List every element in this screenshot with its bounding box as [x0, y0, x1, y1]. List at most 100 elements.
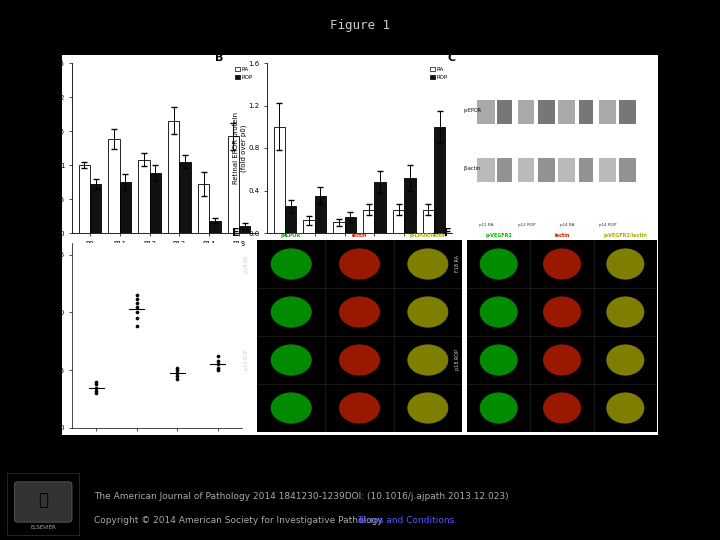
Bar — [315, 196, 326, 233]
Point — [171, 372, 183, 380]
FancyBboxPatch shape — [538, 100, 554, 124]
Point — [131, 302, 143, 311]
Bar — [363, 210, 374, 233]
Text: p14 RA: p14 RA — [560, 223, 575, 227]
Ellipse shape — [543, 393, 581, 423]
Text: p-LPOR/lectin: p-LPOR/lectin — [409, 233, 446, 238]
Point — [131, 299, 143, 307]
Bar — [434, 127, 446, 233]
Point — [171, 366, 183, 375]
Y-axis label: p-EPOR/β-Actin: p-EPOR/β-Actin — [46, 309, 52, 362]
Text: β-actin: β-actin — [464, 166, 481, 171]
Bar — [90, 184, 102, 233]
FancyBboxPatch shape — [558, 158, 575, 182]
Point — [212, 360, 223, 369]
Ellipse shape — [271, 296, 312, 328]
Bar — [423, 210, 434, 233]
Text: F: F — [444, 228, 451, 239]
Ellipse shape — [339, 296, 380, 328]
FancyBboxPatch shape — [619, 100, 636, 124]
Text: p-VEGFR2: p-VEGFR2 — [485, 233, 512, 238]
Bar — [210, 221, 220, 233]
Ellipse shape — [408, 248, 449, 280]
FancyBboxPatch shape — [497, 100, 512, 124]
FancyBboxPatch shape — [14, 482, 72, 522]
Bar — [120, 182, 131, 233]
Text: lectin: lectin — [352, 233, 367, 238]
Point — [91, 380, 102, 388]
Ellipse shape — [543, 248, 581, 280]
Ellipse shape — [480, 248, 518, 280]
Text: D: D — [4, 232, 13, 242]
Point — [171, 368, 183, 377]
Bar — [333, 222, 345, 233]
Point — [131, 291, 143, 299]
Bar — [198, 184, 210, 233]
Text: C: C — [447, 53, 455, 63]
Text: p12 ROP: p12 ROP — [518, 223, 536, 227]
Point — [131, 314, 143, 322]
Ellipse shape — [339, 345, 380, 376]
Ellipse shape — [271, 393, 312, 423]
Point — [212, 363, 223, 372]
Ellipse shape — [606, 345, 644, 376]
Point — [91, 389, 102, 397]
Bar — [138, 159, 150, 233]
Y-axis label: Retinal EPO protein
(fold over p0): Retinal EPO protein (fold over p0) — [38, 114, 52, 181]
Y-axis label: Retinal EPOR protein
(fold over p0): Retinal EPOR protein (fold over p0) — [233, 112, 247, 184]
Bar — [404, 178, 415, 233]
Ellipse shape — [271, 345, 312, 376]
Ellipse shape — [408, 345, 449, 376]
Point — [212, 356, 223, 365]
Text: The American Journal of Pathology 2014 1841230-1239DOI: (10.1016/j.ajpath.2013.1: The American Journal of Pathology 2014 1… — [94, 492, 508, 501]
Text: B: B — [215, 53, 224, 63]
Legend: RA, ROP: RA, ROP — [233, 66, 254, 81]
Point — [131, 308, 143, 316]
Ellipse shape — [606, 296, 644, 328]
Ellipse shape — [339, 393, 380, 423]
FancyBboxPatch shape — [619, 158, 636, 182]
Text: Copyright © 2014 American Society for Investigative Pathology: Copyright © 2014 American Society for In… — [94, 516, 388, 525]
Text: Figure 1: Figure 1 — [330, 19, 390, 32]
Text: Terms and Conditions: Terms and Conditions — [357, 516, 454, 525]
Ellipse shape — [480, 296, 518, 328]
Point — [171, 375, 183, 384]
Point — [91, 387, 102, 395]
Ellipse shape — [543, 345, 581, 376]
Text: E: E — [233, 228, 240, 239]
Text: 🌿: 🌿 — [38, 491, 48, 509]
Point — [212, 352, 223, 361]
Ellipse shape — [408, 296, 449, 328]
Ellipse shape — [606, 248, 644, 280]
FancyBboxPatch shape — [477, 158, 495, 182]
Bar — [168, 121, 179, 233]
Ellipse shape — [543, 296, 581, 328]
Legend: RA, ROP: RA, ROP — [428, 66, 449, 81]
Text: F18 RA: F18 RA — [455, 255, 460, 273]
Ellipse shape — [339, 248, 380, 280]
Bar — [239, 226, 251, 233]
Bar — [78, 165, 90, 233]
Ellipse shape — [606, 393, 644, 423]
Bar — [228, 137, 239, 233]
FancyBboxPatch shape — [538, 158, 554, 182]
Text: ELSEVIER: ELSEVIER — [30, 525, 56, 530]
FancyBboxPatch shape — [579, 100, 593, 124]
Point — [91, 377, 102, 386]
Text: p18 ROP: p18 ROP — [455, 349, 460, 370]
Point — [131, 294, 143, 303]
Point — [91, 383, 102, 392]
Point — [171, 363, 183, 372]
Text: p14 ROP: p14 ROP — [599, 223, 617, 227]
Text: p18 RA: p18 RA — [244, 255, 249, 273]
Point — [212, 366, 223, 375]
Bar — [345, 217, 356, 233]
Bar — [274, 127, 285, 233]
Text: p10 ROP: p10 ROP — [244, 349, 249, 370]
Bar — [303, 220, 315, 233]
Bar — [109, 139, 120, 233]
FancyBboxPatch shape — [477, 100, 495, 124]
Ellipse shape — [271, 248, 312, 280]
Text: p-VEGFR2/lectin: p-VEGFR2/lectin — [603, 233, 647, 238]
Bar — [179, 161, 191, 233]
